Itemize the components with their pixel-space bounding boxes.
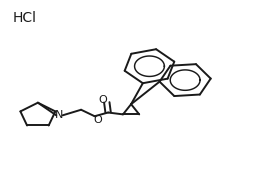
Text: HCl: HCl [12, 11, 36, 25]
Text: O: O [99, 95, 107, 105]
Text: N: N [55, 110, 64, 120]
Text: O: O [94, 114, 102, 125]
